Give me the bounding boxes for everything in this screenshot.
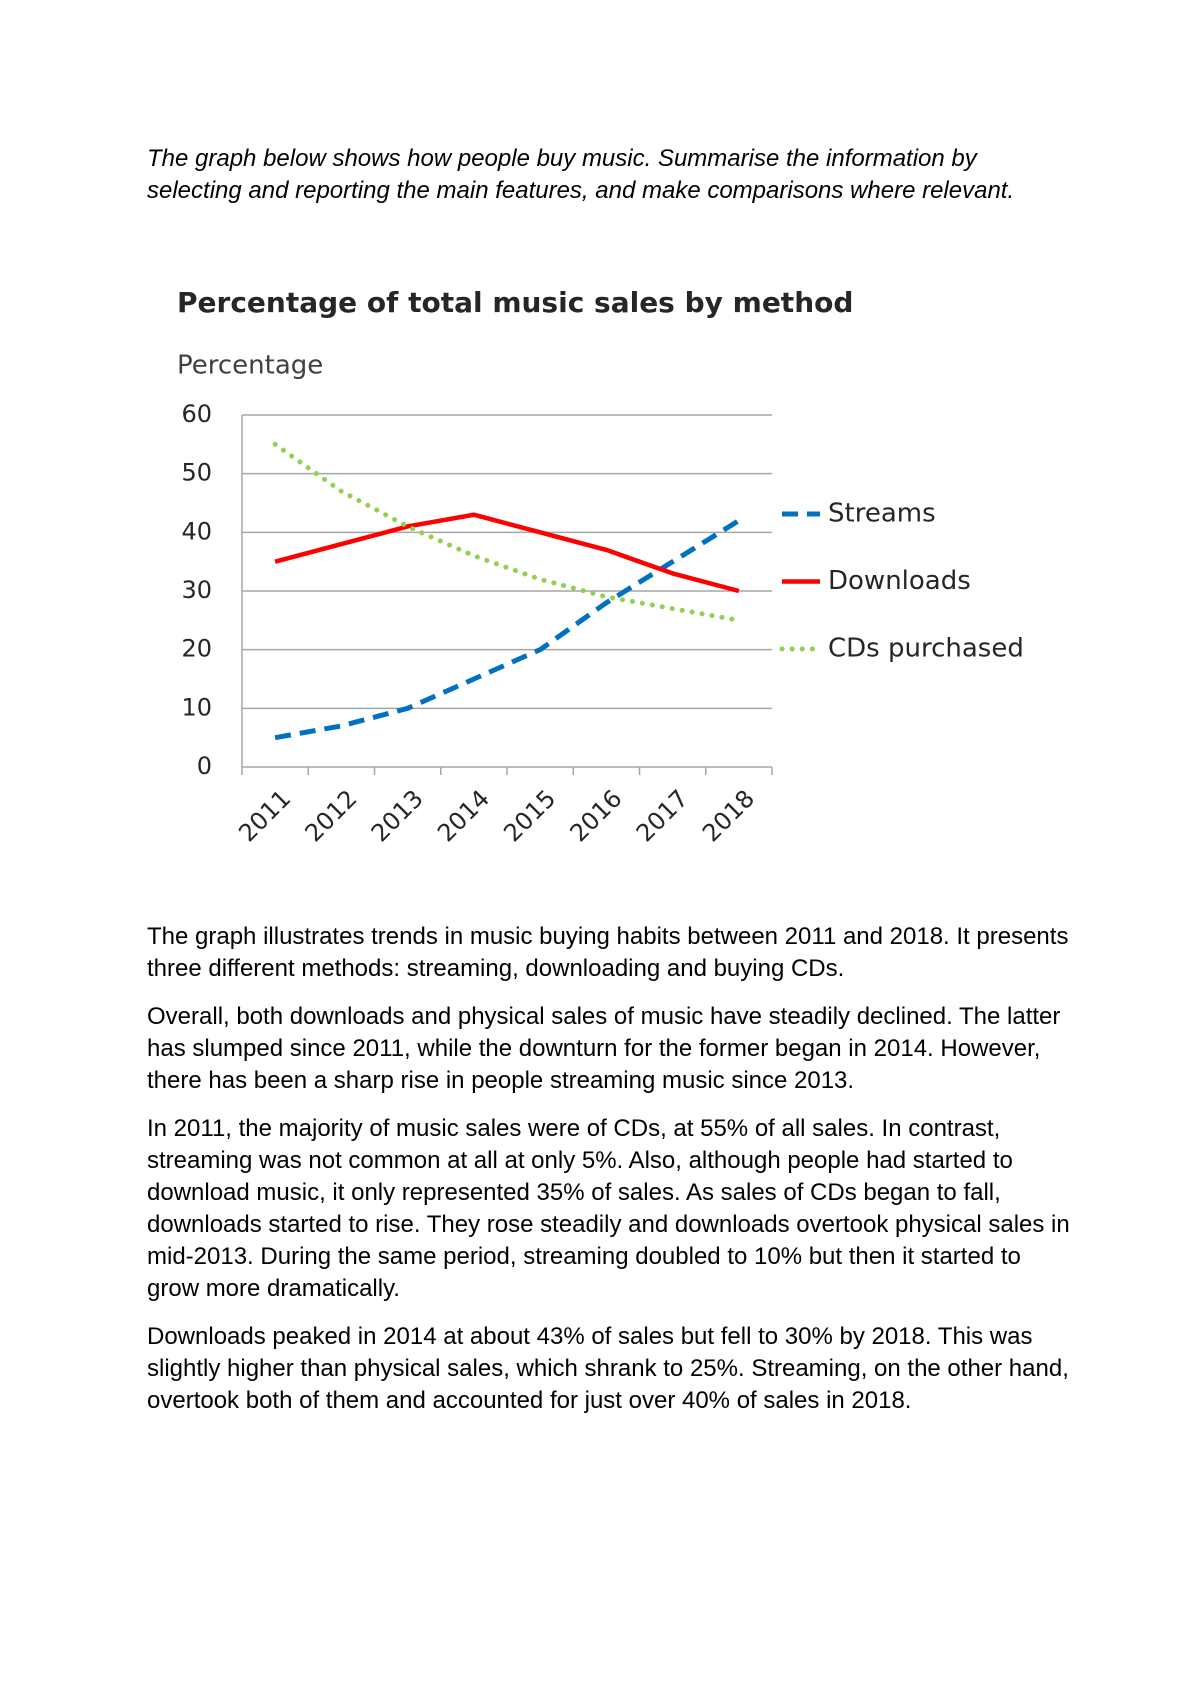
- chart-title: Percentage of total music sales by metho…: [177, 286, 853, 319]
- y-tick-label: 40: [181, 517, 212, 545]
- paragraph: Downloads peaked in 2014 at about 43% of…: [147, 1323, 1069, 1414]
- y-tick-label: 50: [181, 459, 212, 487]
- answer-text: The graph illustrates trends in music bu…: [147, 921, 1077, 1433]
- x-tick-label: 2016: [565, 784, 628, 847]
- task-prompt: The graph below shows how people buy mus…: [147, 145, 1015, 204]
- x-tick-label: 2011: [233, 784, 296, 847]
- legend-label: Streams: [828, 499, 936, 529]
- x-tick-label: 2012: [300, 784, 363, 847]
- y-tick-label: 0: [197, 752, 212, 780]
- x-tick-label: 2018: [697, 784, 760, 847]
- y-tick-label: 20: [181, 635, 212, 663]
- legend-label: Downloads: [828, 566, 971, 596]
- series-line: [274, 518, 741, 741]
- y-axis-label: Percentage: [177, 351, 323, 381]
- legend-label: CDs purchased: [828, 634, 1024, 664]
- series-line: [272, 441, 742, 623]
- x-tick-label: 2017: [631, 784, 694, 847]
- y-tick-label: 60: [181, 400, 212, 428]
- paragraph: The graph illustrates trends in music bu…: [147, 923, 1069, 982]
- series-line: [274, 512, 740, 594]
- paragraph: Overall, both downloads and physical sal…: [147, 1003, 1061, 1094]
- y-tick-label: 30: [181, 576, 212, 604]
- paragraph: In 2011, the majority of music sales wer…: [147, 1115, 1070, 1302]
- chart: Percentage of total music sales by metho…: [177, 286, 1024, 847]
- x-tick-label: 2014: [432, 784, 495, 847]
- x-tick-label: 2013: [366, 784, 429, 847]
- y-tick-label: 10: [181, 693, 212, 721]
- x-tick-label: 2015: [498, 784, 561, 847]
